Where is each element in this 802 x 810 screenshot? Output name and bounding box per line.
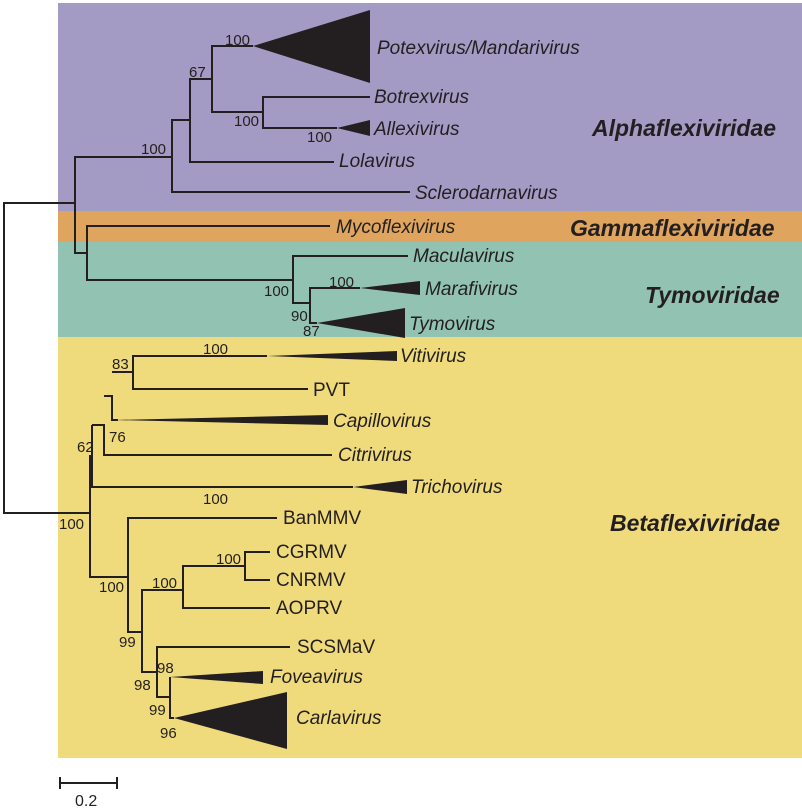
scale-bar-label: 0.2 — [75, 793, 97, 810]
clade-triangle-vitivirus — [267, 351, 397, 361]
taxon-label-maculavirus: Maculavirus — [413, 246, 515, 267]
taxon-label-citrivirus: Citrivirus — [338, 445, 412, 466]
clade-triangle-carlavirus — [174, 692, 287, 749]
taxon-label-marafivirus: Marafivirus — [425, 279, 518, 300]
band-alphaflexiviridae — [58, 3, 802, 211]
scale-bar: 0.2 — [59, 777, 118, 810]
taxon-label-aoprv: AOPRV — [276, 598, 343, 619]
family-label-gammaflexiviridae: Gammaflexiviridae — [570, 215, 775, 241]
taxon-label-mycoflexivirus: Mycoflexivirus — [336, 217, 456, 238]
clade-triangle-allexivirus — [337, 120, 370, 136]
bootstrap-aoprv-node: 100 — [152, 575, 177, 592]
bootstrap-cgrmv-cnrmv-node: 100 — [216, 551, 241, 568]
taxon-label-pvt: PVT — [313, 380, 350, 401]
bootstrap-scsmav-group-node: 99 — [119, 634, 136, 651]
taxon-label-vitivirus: Vitivirus — [400, 346, 467, 367]
band-tymoviridae — [58, 242, 802, 337]
bootstrap-trichovirus-node: 62 — [77, 439, 94, 456]
bootstrap-tymovirus: 87 — [303, 323, 320, 340]
family-label-alphaflexiviridae: Alphaflexiviridae — [591, 115, 776, 141]
bootstrap-labels: 100 67 100 100 100 100 100 90 87 100 83 … — [59, 32, 354, 742]
bootstrap-betaflexiviridae-root: 100 — [59, 516, 84, 533]
clade-triangle-foveavirus — [170, 671, 263, 684]
tree-branch-lines — [3, 45, 410, 719]
taxon-label-banmmv: BanMMV — [283, 508, 361, 529]
bootstrap-scsmav-fovea-node: 98 — [134, 677, 151, 694]
bootstrap-marafi-tymo-node: 90 — [291, 308, 308, 325]
taxon-label-tymovirus: Tymovirus — [409, 314, 496, 335]
bootstrap-viti-pvt-node: 83 — [112, 356, 129, 373]
family-label-tymoviridae: Tymoviridae — [645, 282, 780, 308]
taxon-label-botrexvirus: Botrexvirus — [374, 87, 470, 108]
bootstrap-citrivirus-node: 76 — [109, 429, 126, 446]
collapsed-clade-triangles — [114, 10, 420, 749]
band-betaflexiviridae — [58, 337, 802, 758]
taxon-label-trichovirus: Trichovirus — [411, 477, 503, 498]
bootstrap-botrex-allexi-node: 100 — [234, 113, 259, 130]
bootstrap-foveavirus: 98 — [157, 660, 174, 677]
taxon-label-carlavirus: Carlavirus — [296, 708, 382, 729]
clade-triangle-trichovirus — [353, 480, 407, 494]
taxon-label-cnrmv: CNRMV — [276, 570, 346, 591]
taxon-label-foveavirus: Foveavirus — [270, 667, 363, 688]
bootstrap-allexivirus: 100 — [307, 129, 332, 146]
clade-triangle-capillovirus — [114, 415, 328, 425]
family-labels: Alphaflexiviridae Gammaflexiviridae Tymo… — [570, 115, 780, 536]
bootstrap-carlavirus: 96 — [160, 725, 177, 742]
family-label-betaflexiviridae: Betaflexiviridae — [610, 510, 780, 536]
taxon-label-potexvirus-mandarivirus: Potexvirus/Mandarivirus — [377, 38, 580, 59]
bootstrap-potexvirus: 100 — [225, 32, 250, 49]
bootstrap-trichovirus: 100 — [203, 491, 228, 508]
bootstrap-tymoviridae-node: 100 — [264, 283, 289, 300]
taxon-label-sclerodarnavirus: Sclerodarnavirus — [415, 183, 558, 204]
bootstrap-fovea-carla-node: 99 — [149, 702, 166, 719]
clade-triangle-potexvirus-mandarivirus — [253, 10, 370, 83]
family-bands — [58, 3, 802, 758]
clade-triangle-marafivirus — [360, 281, 420, 295]
bootstrap-potex-botrex-node: 67 — [189, 64, 206, 81]
taxon-label-cgrmv: CGRMV — [276, 542, 347, 563]
taxon-label-scsmav: SCSMaV — [297, 637, 375, 658]
taxon-label-allexivirus: Allexivirus — [373, 119, 460, 140]
taxon-label-capillovirus: Capillovirus — [333, 411, 432, 432]
clade-triangle-tymovirus — [317, 308, 405, 338]
bootstrap-alphaflexiviridae-root: 100 — [141, 141, 166, 158]
bootstrap-vitivirus: 100 — [203, 341, 228, 358]
scale-bar-line — [59, 777, 118, 789]
bootstrap-banmmv-node: 100 — [99, 579, 124, 596]
bootstrap-marafivirus: 100 — [329, 274, 354, 291]
taxon-label-lolavirus: Lolavirus — [339, 151, 416, 172]
taxon-labels: Potexvirus/Mandarivirus Botrexvirus Alle… — [270, 38, 580, 729]
